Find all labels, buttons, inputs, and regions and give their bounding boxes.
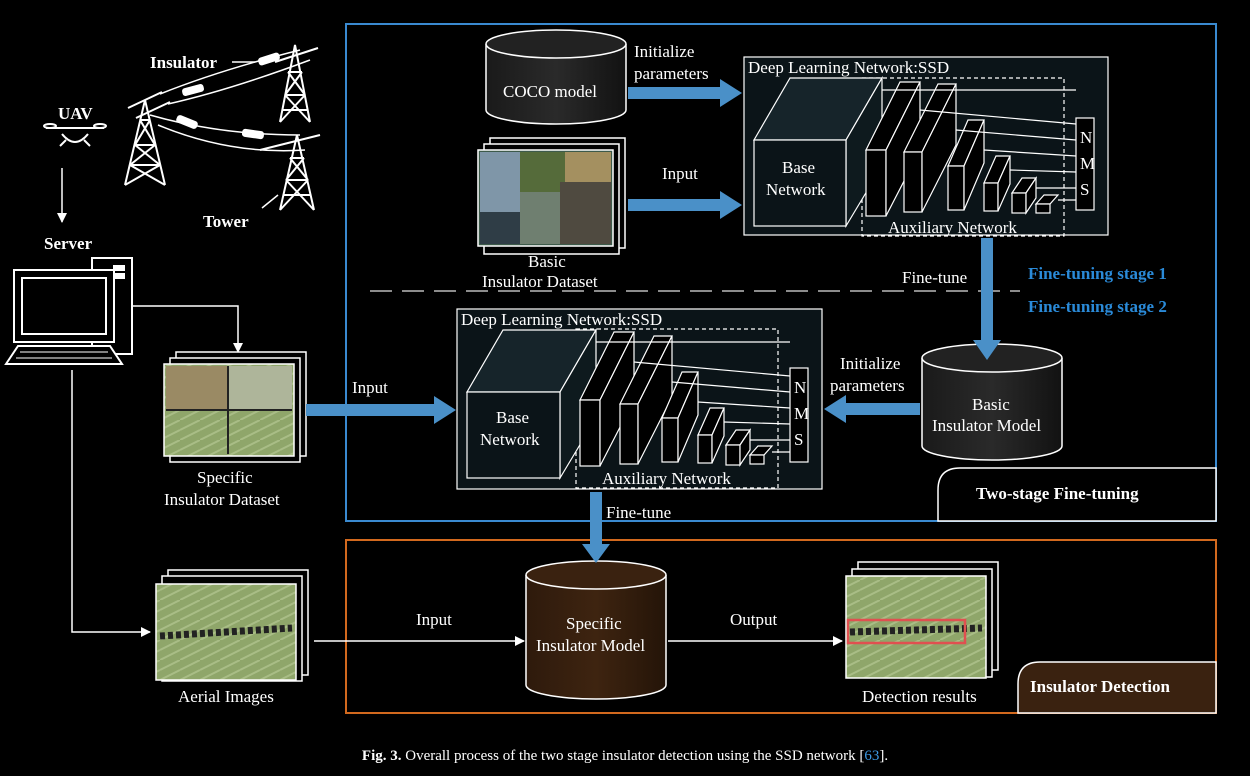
auxiliary-network-mid: Auxiliary Network bbox=[602, 469, 731, 488]
detection-results-label: Detection results bbox=[862, 687, 977, 706]
two-stage-tab-label: Two-stage Fine-tuning bbox=[976, 484, 1139, 503]
initialize-params-2-line1: Initialize bbox=[840, 354, 901, 373]
detection-region bbox=[345, 539, 1217, 714]
aerial-image-stack bbox=[155, 569, 309, 682]
blue-arrows bbox=[306, 79, 1001, 563]
base-network-top-line1: Base bbox=[782, 158, 816, 177]
specific-dataset-line2: Insulator Dataset bbox=[164, 490, 280, 509]
basic-model-line2: Insulator Model bbox=[932, 416, 1042, 435]
caption-text: Overall process of the two stage insulat… bbox=[405, 748, 865, 764]
nms-mid-m: M bbox=[794, 404, 810, 423]
ssd-network-middle bbox=[456, 308, 823, 490]
specific-dataset-image-stack bbox=[163, 351, 307, 463]
uav-icon bbox=[43, 123, 107, 147]
base-network-mid-line2: Network bbox=[480, 430, 540, 449]
initialize-params-2-line2: parameters bbox=[830, 376, 905, 395]
uav-label: UAV bbox=[58, 104, 93, 123]
initialize-params-1-line2: parameters bbox=[634, 64, 709, 83]
basic-model-cylinder bbox=[921, 343, 1063, 461]
basic-model-to-ssd-arrow bbox=[824, 395, 920, 423]
nms-top-m: M bbox=[1080, 154, 1096, 173]
aerial-images-label: Aerial Images bbox=[178, 687, 274, 706]
caption-prefix: Fig. 3. bbox=[361, 748, 402, 764]
input-bottom-label: Input bbox=[416, 610, 452, 629]
ssd-to-specific-model-arrow bbox=[582, 492, 610, 563]
server-to-aerial-arrow bbox=[71, 370, 151, 637]
stage-1-label: Fine-tuning stage 1 bbox=[1028, 264, 1167, 283]
insulator-label: Insulator bbox=[150, 53, 218, 72]
auxiliary-network-top: Auxiliary Network bbox=[888, 218, 1017, 237]
specific-model-cylinder bbox=[525, 560, 667, 700]
base-network-mid-line1: Base bbox=[496, 408, 530, 427]
coco-model-label: COCO model bbox=[503, 82, 597, 101]
nms-top-n: N bbox=[1080, 128, 1093, 147]
initialize-params-1-line1: Initialize bbox=[634, 42, 695, 61]
power-lines bbox=[149, 49, 311, 152]
output-label: Output bbox=[730, 610, 778, 629]
ssd-middle-title: Deep Learning Network:SSD bbox=[461, 310, 663, 329]
nms-mid-s: S bbox=[794, 430, 804, 449]
caption-suffix: ]. bbox=[879, 748, 889, 764]
server-label: Server bbox=[44, 234, 93, 253]
basic-dataset-to-ssd-arrow bbox=[628, 191, 742, 219]
insulator-detection-tab-label: Insulator Detection bbox=[1030, 677, 1170, 696]
input-mid-label: Input bbox=[352, 378, 388, 397]
detection-image-stack bbox=[845, 561, 999, 679]
specific-model-line2: Insulator Model bbox=[536, 636, 646, 655]
ssd-network-top bbox=[743, 56, 1109, 237]
insulator-icon bbox=[176, 52, 280, 140]
nms-mid-n: N bbox=[794, 378, 807, 397]
ssd-top-title: Deep Learning Network:SSD bbox=[748, 58, 950, 77]
two-stage-tab bbox=[937, 467, 1217, 522]
server-computer-icon bbox=[4, 257, 133, 365]
base-network-top-line2: Network bbox=[766, 180, 826, 199]
detection-tab bbox=[1017, 661, 1217, 714]
ssd-to-basic-model-arrow bbox=[973, 238, 1001, 360]
server-to-specific-arrow bbox=[132, 305, 243, 353]
two-stage-region bbox=[345, 23, 1217, 522]
coco-model-cylinder bbox=[485, 29, 627, 125]
fine-tune-1-label: Fine-tune bbox=[902, 268, 968, 287]
basic-model-line1: Basic bbox=[972, 395, 1010, 414]
basic-dataset-label-line2: Insulator Dataset bbox=[482, 272, 598, 291]
fine-tune-2-label: Fine-tune bbox=[606, 503, 672, 522]
figure-caption: Fig. 3. Overall process of the two stage… bbox=[0, 748, 1250, 765]
input-top-label: Input bbox=[662, 164, 698, 183]
coco-to-ssd-arrow bbox=[628, 79, 742, 107]
specific-model-line1: Specific bbox=[566, 614, 622, 633]
specific-dataset-line1: Specific bbox=[197, 468, 253, 487]
detection-bounding-box bbox=[846, 618, 967, 645]
stage-2-label: Fine-tuning stage 2 bbox=[1028, 297, 1167, 316]
tower-pointer bbox=[261, 194, 279, 209]
caption-ref-link[interactable]: 63 bbox=[864, 748, 880, 764]
tower-label: Tower bbox=[203, 212, 249, 231]
specific-dataset-to-ssd-arrow bbox=[306, 396, 456, 424]
nms-top-s: S bbox=[1080, 180, 1090, 199]
basic-dataset-label-line1: Basic bbox=[528, 252, 566, 271]
basic-dataset-image-stack bbox=[477, 137, 626, 255]
